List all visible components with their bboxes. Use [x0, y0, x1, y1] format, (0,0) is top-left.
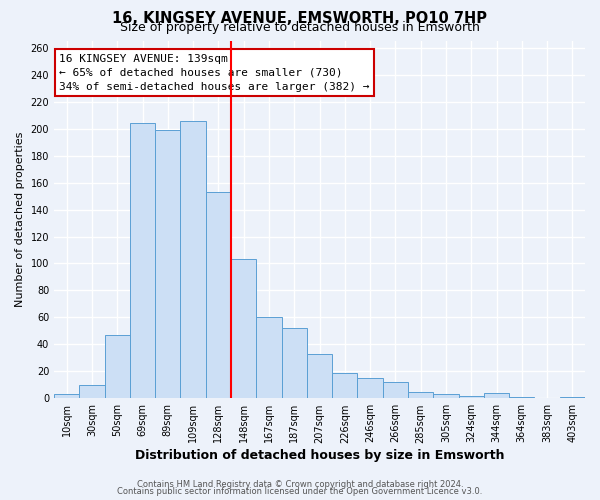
Y-axis label: Number of detached properties: Number of detached properties — [15, 132, 25, 308]
Bar — [383, 382, 408, 398]
Bar — [130, 124, 155, 398]
Bar — [458, 396, 484, 398]
Bar — [408, 392, 433, 398]
Bar — [358, 378, 383, 398]
Bar — [560, 397, 585, 398]
Bar — [484, 393, 509, 398]
Text: 16, KINGSEY AVENUE, EMSWORTH, PO10 7HP: 16, KINGSEY AVENUE, EMSWORTH, PO10 7HP — [113, 11, 487, 26]
Bar — [181, 120, 206, 398]
Bar — [206, 192, 231, 398]
Text: Contains HM Land Registry data © Crown copyright and database right 2024.: Contains HM Land Registry data © Crown c… — [137, 480, 463, 489]
Bar — [332, 372, 358, 398]
Bar — [433, 394, 458, 398]
X-axis label: Distribution of detached houses by size in Emsworth: Distribution of detached houses by size … — [135, 450, 504, 462]
Bar — [509, 397, 535, 398]
Text: Contains public sector information licensed under the Open Government Licence v3: Contains public sector information licen… — [118, 487, 482, 496]
Bar — [307, 354, 332, 399]
Bar — [231, 260, 256, 398]
Bar — [155, 130, 181, 398]
Bar — [79, 385, 104, 398]
Text: 16 KINGSEY AVENUE: 139sqm
← 65% of detached houses are smaller (730)
34% of semi: 16 KINGSEY AVENUE: 139sqm ← 65% of detac… — [59, 54, 370, 92]
Bar — [54, 394, 79, 398]
Bar — [104, 335, 130, 398]
Text: Size of property relative to detached houses in Emsworth: Size of property relative to detached ho… — [120, 22, 480, 35]
Bar — [256, 318, 281, 398]
Bar — [281, 328, 307, 398]
